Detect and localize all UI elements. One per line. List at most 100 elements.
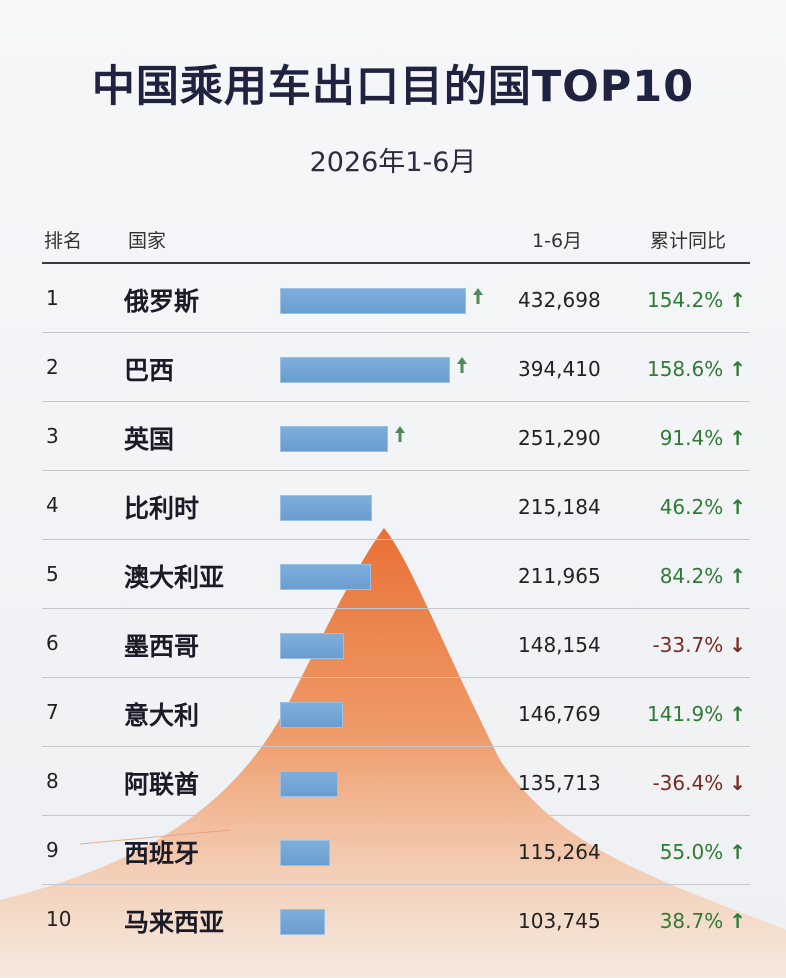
row-divider: [42, 332, 750, 333]
table-row: 5 澳大利亚 211,965 84.2% ↑: [42, 540, 750, 609]
value-label: 432,698: [518, 288, 601, 312]
yoy-label: -33.7% ↓: [652, 633, 746, 657]
yoy-value: 55.0%: [659, 840, 724, 864]
bar: [280, 633, 344, 659]
table-row: 9 西班牙 115,264 55.0% ↑: [42, 816, 750, 885]
header-rank: 排名: [44, 230, 83, 252]
yoy-label: 154.2% ↑: [647, 288, 746, 312]
header-yoy: 累计同比: [650, 230, 727, 252]
rank-label: 8: [46, 769, 59, 793]
yoy-value: 158.6%: [646, 357, 724, 381]
table-row: 10 马来西亚 103,745 38.7% ↑: [42, 885, 750, 954]
country-label: 比利时: [124, 494, 200, 523]
yoy-label: 38.7% ↑: [660, 909, 746, 933]
arrow-up-icon: ↑: [729, 702, 746, 726]
arrow-up-icon: ↑: [729, 495, 746, 519]
value-label: 211,965: [518, 564, 601, 588]
yoy-label: 46.2% ↑: [660, 495, 746, 519]
arrow-down-icon: ↓: [729, 771, 746, 795]
value-label: 146,769: [518, 702, 601, 726]
yoy-label: 84.2% ↑: [660, 564, 746, 588]
row-divider: [42, 470, 750, 471]
value-label: 394,410: [518, 357, 601, 381]
arrow-down-icon: ↓: [729, 633, 746, 657]
arrow-up-icon: ↑: [729, 840, 746, 864]
bar: [280, 495, 372, 521]
bar: [280, 909, 325, 935]
trend-up-icon: [473, 288, 483, 304]
header-divider: [42, 262, 750, 264]
arrow-up-icon: ↑: [729, 564, 746, 588]
value-label: 103,745: [518, 909, 601, 933]
value-label: 148,154: [518, 633, 601, 657]
row-divider: [42, 815, 750, 816]
header-country: 国家: [128, 230, 167, 252]
bar: [280, 771, 338, 797]
country-label: 西班牙: [124, 839, 200, 868]
rank-label: 4: [46, 493, 59, 517]
row-divider: [42, 608, 750, 609]
country-label: 墨西哥: [124, 632, 200, 661]
arrow-up-icon: ↑: [729, 909, 746, 933]
rank-label: 6: [46, 631, 59, 655]
yoy-value: 91.4%: [659, 426, 724, 450]
row-divider: [42, 539, 750, 540]
arrow-up-icon: ↑: [729, 288, 746, 312]
row-divider: [42, 401, 750, 402]
yoy-value: -33.7%: [652, 633, 724, 657]
arrow-up-icon: ↑: [729, 426, 746, 450]
yoy-label: 158.6% ↑: [647, 357, 746, 381]
value-label: 251,290: [518, 426, 601, 450]
table-row: 7 意大利 146,769 141.9% ↑: [42, 678, 750, 747]
yoy-value: 38.7%: [659, 909, 724, 933]
bar: [280, 426, 388, 452]
rank-label: 7: [46, 700, 59, 724]
row-divider: [42, 677, 750, 678]
country-label: 澳大利亚: [124, 563, 225, 592]
country-label: 巴西: [124, 356, 175, 385]
table-row: 2 巴西 394,410 158.6% ↑: [42, 333, 750, 402]
header-value: 1-6月: [532, 230, 583, 252]
row-divider: [42, 884, 750, 885]
value-label: 135,713: [518, 771, 601, 795]
yoy-value: 141.9%: [646, 702, 724, 726]
country-label: 俄罗斯: [124, 287, 200, 316]
table-row: 4 比利时 215,184 46.2% ↑: [42, 471, 750, 540]
table-row: 1 俄罗斯 432,698 154.2% ↑: [42, 264, 750, 333]
value-label: 115,264: [518, 840, 601, 864]
trend-up-icon: [457, 357, 467, 373]
trend-up-icon: [395, 426, 405, 442]
yoy-value: 154.2%: [646, 288, 724, 312]
bar: [280, 357, 450, 383]
value-label: 215,184: [518, 495, 601, 519]
yoy-label: 91.4% ↑: [660, 426, 746, 450]
yoy-value: -36.4%: [652, 771, 724, 795]
arrow-up-icon: ↑: [729, 357, 746, 381]
bar: [280, 840, 330, 866]
yoy-value: 84.2%: [659, 564, 724, 588]
rank-label: 9: [46, 838, 59, 862]
yoy-label: -36.4% ↓: [652, 771, 746, 795]
country-label: 马来西亚: [124, 908, 225, 937]
country-label: 意大利: [124, 701, 200, 730]
table-row: 6 墨西哥 148,154 -33.7% ↓: [42, 609, 750, 678]
yoy-label: 55.0% ↑: [660, 840, 746, 864]
yoy-value: 46.2%: [659, 495, 724, 519]
yoy-label: 141.9% ↑: [647, 702, 746, 726]
rank-label: 10: [46, 907, 72, 931]
rank-label: 1: [46, 286, 59, 310]
table-row: 3 英国 251,290 91.4% ↑: [42, 402, 750, 471]
row-divider: [42, 746, 750, 747]
bar: [280, 288, 466, 314]
rank-label: 2: [46, 355, 59, 379]
table-row: 8 阿联酋 135,713 -36.4% ↓: [42, 747, 750, 816]
bar: [280, 564, 371, 590]
rank-label: 5: [46, 562, 59, 586]
bar: [280, 702, 343, 728]
country-label: 英国: [124, 425, 175, 454]
rank-label: 3: [46, 424, 59, 448]
chart-subtitle: 2026年1-6月: [309, 147, 477, 178]
country-label: 阿联酋: [124, 770, 200, 799]
chart-title: 中国乘用车出口目的国TOP10: [91, 62, 695, 112]
